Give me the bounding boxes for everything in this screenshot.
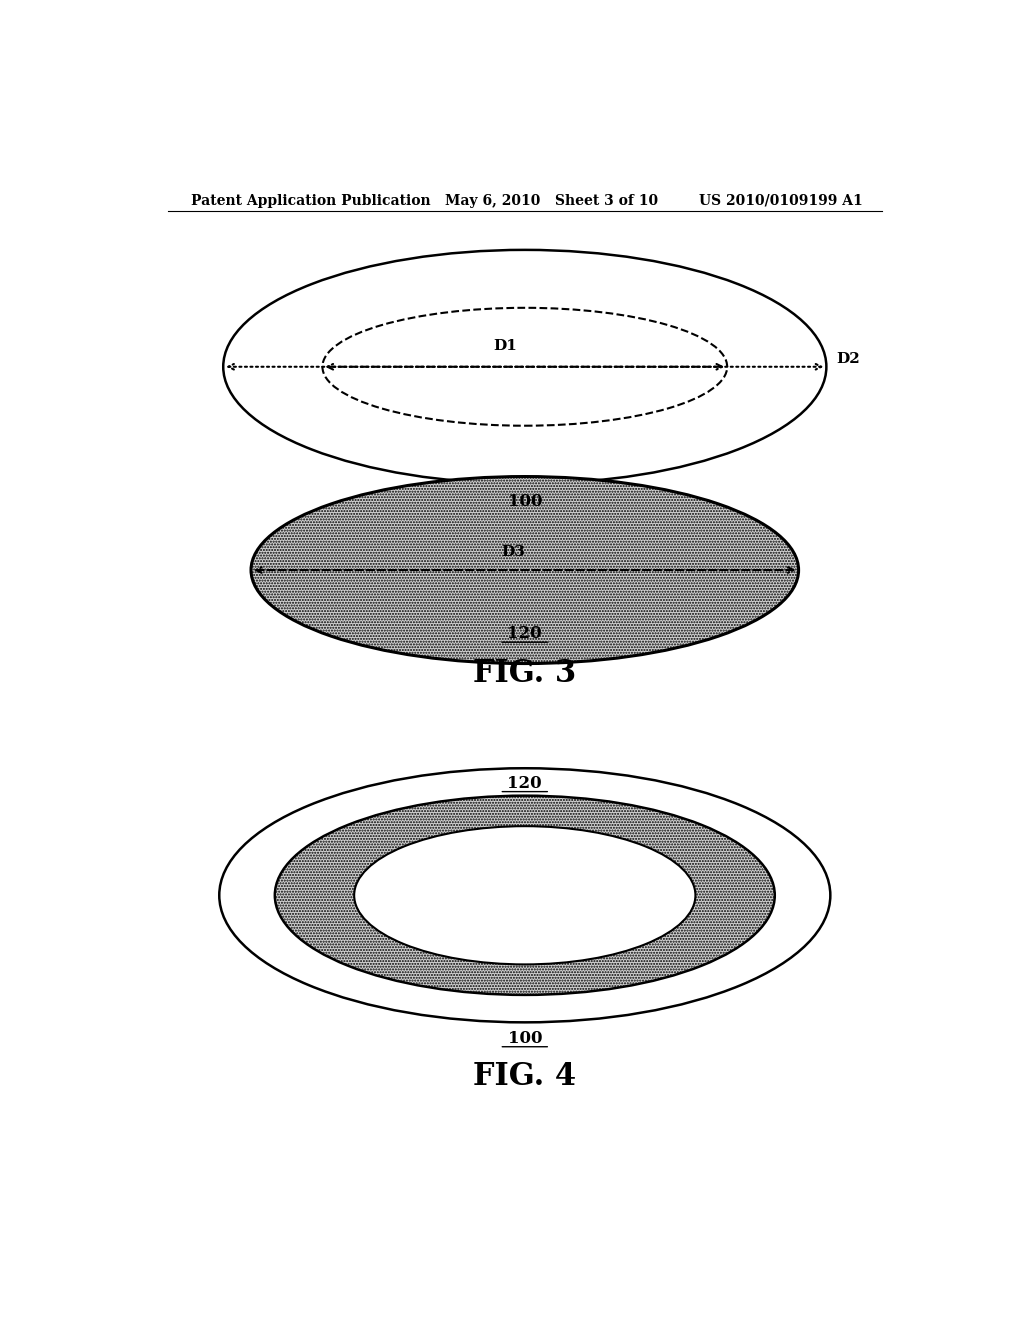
Ellipse shape — [354, 826, 695, 965]
Text: FIG. 3: FIG. 3 — [473, 657, 577, 689]
Ellipse shape — [251, 477, 799, 664]
Text: Patent Application Publication: Patent Application Publication — [191, 194, 431, 209]
Text: 100: 100 — [508, 492, 542, 510]
Text: FIG. 4: FIG. 4 — [473, 1061, 577, 1093]
Text: US 2010/0109199 A1: US 2010/0109199 A1 — [699, 194, 863, 209]
Text: 100: 100 — [508, 1030, 542, 1047]
Text: D3: D3 — [501, 545, 525, 558]
Text: May 6, 2010   Sheet 3 of 10: May 6, 2010 Sheet 3 of 10 — [445, 194, 658, 209]
Text: D1: D1 — [494, 339, 517, 354]
Text: 120: 120 — [508, 626, 542, 642]
Text: 120: 120 — [508, 775, 542, 792]
Ellipse shape — [274, 796, 775, 995]
Text: D2: D2 — [836, 351, 859, 366]
